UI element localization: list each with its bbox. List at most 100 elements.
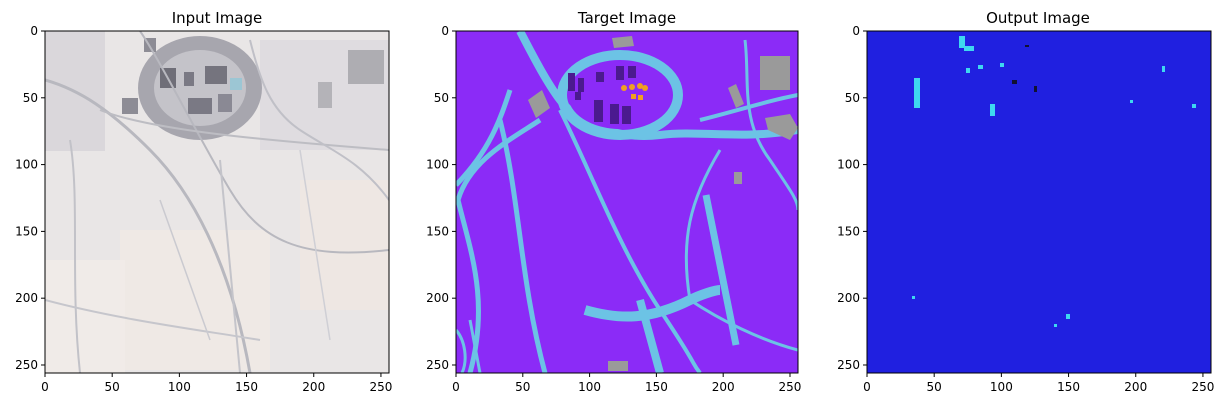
y-tick-label: 0 bbox=[441, 24, 449, 38]
target-dark-7 bbox=[610, 104, 619, 124]
panel-input: Input Image bbox=[15, 9, 392, 394]
output-spot-12 bbox=[912, 296, 915, 299]
input-shade-4 bbox=[45, 260, 125, 373]
output-spot-6 bbox=[978, 65, 983, 69]
panel-title-input: Input Image bbox=[172, 9, 263, 27]
input-road-6 bbox=[45, 299, 261, 341]
y-tick-label: 0 bbox=[30, 24, 38, 38]
input-road-2 bbox=[139, 31, 389, 254]
target-road-diag bbox=[558, 109, 702, 373]
target-gray-1 bbox=[612, 36, 634, 48]
y-tick-label: 250 bbox=[426, 358, 449, 372]
x-tick-label: 100 bbox=[168, 380, 191, 394]
axes-frame-input bbox=[44, 30, 390, 374]
output-dark-2 bbox=[1034, 86, 1037, 92]
target-dark-4 bbox=[616, 66, 624, 80]
input-dark-patch-2 bbox=[318, 82, 332, 108]
y-tick-label: 100 bbox=[15, 158, 38, 172]
x-ticks-input: 0 50 100 150 200 250 bbox=[41, 373, 392, 394]
target-orange-5 bbox=[631, 94, 636, 99]
output-spot-13 bbox=[1130, 100, 1133, 103]
input-road-7 bbox=[249, 39, 389, 201]
y-tick-label: 150 bbox=[837, 224, 860, 238]
target-dark-2 bbox=[578, 78, 584, 92]
target-orange-3 bbox=[637, 83, 643, 89]
output-spot-11 bbox=[1054, 324, 1057, 327]
output-dark-1 bbox=[1012, 80, 1017, 84]
x-tick-label: 50 bbox=[927, 380, 942, 394]
target-gray-5 bbox=[765, 114, 798, 140]
x-tick-label: 100 bbox=[990, 380, 1013, 394]
x-ticks-output: 0 50 100 150 200 250 bbox=[863, 373, 1214, 394]
output-spot-3 bbox=[914, 78, 920, 108]
input-building-7 bbox=[122, 98, 138, 114]
output-spot-2 bbox=[964, 46, 974, 51]
x-tick-label: 200 bbox=[1124, 380, 1147, 394]
y-tick-label: 200 bbox=[15, 291, 38, 305]
input-road-8 bbox=[159, 199, 211, 341]
target-compound-ring bbox=[557, 50, 683, 140]
target-dark-5 bbox=[628, 66, 636, 78]
y-ticks-input: 0 50 100 150 200 250 bbox=[15, 24, 45, 372]
output-spot-8 bbox=[1162, 66, 1165, 72]
panel-title-target: Target Image bbox=[577, 9, 676, 27]
input-image bbox=[45, 31, 389, 373]
output-spot-10 bbox=[1066, 314, 1070, 319]
target-road-right-2 bbox=[743, 39, 798, 211]
target-dark-3 bbox=[596, 72, 604, 82]
y-tick-label: 150 bbox=[15, 224, 38, 238]
input-road-4 bbox=[69, 139, 81, 373]
panel-output: Output Image 0 50 100 150 200 250 0 50 100 150 20… bbox=[837, 9, 1214, 394]
x-tick-label: 200 bbox=[302, 380, 325, 394]
y-tick-label: 100 bbox=[426, 158, 449, 172]
y-tick-label: 50 bbox=[434, 91, 449, 105]
x-ticks-target: 0 50 100 150 200 250 bbox=[452, 373, 801, 394]
output-spot-9 bbox=[1192, 104, 1196, 108]
output-spot-5 bbox=[966, 68, 970, 73]
target-orange-1 bbox=[621, 85, 627, 91]
output-image bbox=[867, 31, 1211, 373]
output-spot-4 bbox=[990, 104, 995, 116]
x-tick-label: 0 bbox=[863, 380, 871, 394]
input-road-9 bbox=[299, 149, 331, 341]
y-ticks-target: 0 50 100 150 200 250 bbox=[426, 24, 456, 372]
target-road-edge-1 bbox=[456, 328, 467, 373]
input-road-5 bbox=[219, 159, 241, 373]
target-dark-9 bbox=[575, 92, 581, 100]
input-road-1 bbox=[45, 78, 252, 373]
output-spot-7 bbox=[1000, 63, 1004, 67]
input-shade-5 bbox=[300, 180, 389, 310]
output-dark-3 bbox=[1025, 45, 1029, 47]
y-tick-label: 150 bbox=[426, 224, 449, 238]
x-tick-label: 0 bbox=[41, 380, 49, 394]
y-ticks-output: 0 50 100 150 200 250 bbox=[837, 24, 867, 372]
input-building-6 bbox=[230, 78, 242, 90]
x-tick-label: 250 bbox=[779, 380, 802, 394]
x-tick-label: 100 bbox=[578, 380, 601, 394]
target-dark-1 bbox=[568, 73, 575, 91]
x-tick-label: 150 bbox=[235, 380, 258, 394]
input-dark-patch-1 bbox=[348, 50, 384, 84]
x-tick-label: 200 bbox=[712, 380, 735, 394]
y-tick-label: 250 bbox=[837, 358, 860, 372]
target-gray-6 bbox=[734, 172, 742, 184]
input-road-3 bbox=[99, 109, 389, 151]
output-background bbox=[867, 31, 1211, 373]
y-tick-label: 200 bbox=[426, 291, 449, 305]
y-tick-label: 250 bbox=[15, 358, 38, 372]
target-road-left-2 bbox=[456, 117, 542, 373]
target-road-edge-2 bbox=[468, 319, 482, 373]
target-road-mid bbox=[497, 119, 548, 373]
target-gray-2 bbox=[528, 90, 550, 118]
target-dark-6 bbox=[594, 100, 603, 122]
target-road-left bbox=[456, 89, 513, 187]
y-tick-label: 0 bbox=[852, 24, 860, 38]
axes-frame-output bbox=[866, 30, 1212, 374]
x-tick-label: 150 bbox=[1057, 380, 1080, 394]
input-building-4 bbox=[188, 98, 212, 114]
x-tick-label: 50 bbox=[105, 380, 120, 394]
target-gray-4 bbox=[728, 84, 744, 108]
x-tick-label: 0 bbox=[452, 380, 460, 394]
target-dark-8 bbox=[622, 106, 631, 124]
